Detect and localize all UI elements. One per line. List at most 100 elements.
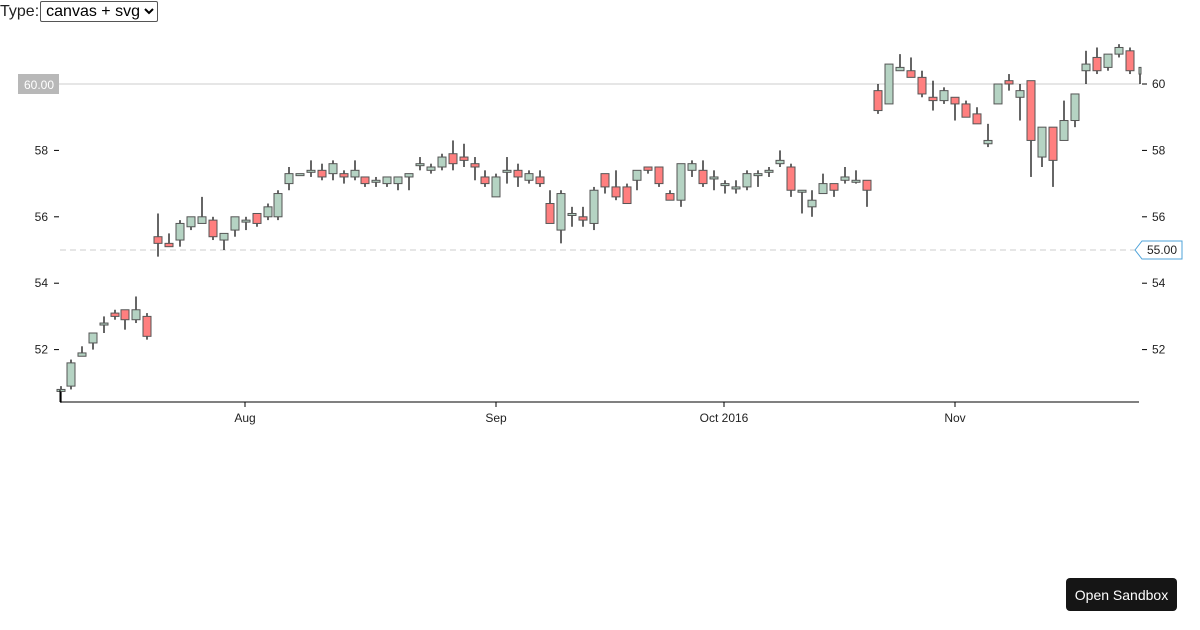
candle <box>142 313 152 340</box>
candle <box>175 220 185 247</box>
candle <box>567 206 577 227</box>
candle <box>306 160 316 177</box>
candle <box>709 170 719 191</box>
candle <box>404 173 414 191</box>
candle <box>961 100 971 118</box>
candle <box>164 233 174 248</box>
y-tick-label: 54 <box>1152 276 1166 290</box>
candle <box>415 157 425 171</box>
y-tick-label: 52 <box>1152 343 1166 357</box>
candle <box>1103 53 1113 71</box>
candle <box>360 176 370 187</box>
svg-text:55.00: 55.00 <box>1147 243 1177 257</box>
candle <box>873 84 883 114</box>
candle <box>470 157 480 181</box>
candle <box>939 87 949 104</box>
candle <box>928 80 938 111</box>
candle <box>731 180 741 194</box>
x-tick-label: Oct 2016 <box>700 411 749 425</box>
candle <box>153 213 163 257</box>
candle <box>1070 93 1080 128</box>
candle <box>241 216 251 231</box>
candle <box>829 183 839 197</box>
x-tick-label: Sep <box>485 411 507 425</box>
candle <box>1004 74 1014 91</box>
candle <box>687 160 697 177</box>
candle <box>77 346 87 357</box>
candle <box>578 206 588 227</box>
candle <box>88 332 98 350</box>
svg-text:60.00: 60.00 <box>24 78 54 92</box>
type-select[interactable]: canvas + svg <box>40 1 159 22</box>
candle <box>382 176 392 187</box>
type-label: Type: <box>0 2 40 20</box>
candle <box>491 173 501 198</box>
candle <box>742 170 752 191</box>
candle <box>197 196 207 224</box>
candle <box>611 170 621 201</box>
candle <box>1114 44 1124 58</box>
open-sandbox-button[interactable]: Open Sandbox <box>1066 578 1177 611</box>
candle <box>1037 126 1047 167</box>
candle <box>698 160 708 187</box>
candle <box>589 186 599 231</box>
candle <box>818 173 828 195</box>
y-tick-label: 60 <box>1152 77 1166 91</box>
candle <box>339 170 349 184</box>
y-tick-label: 58 <box>1152 143 1166 157</box>
candle <box>556 190 566 244</box>
candle <box>56 386 66 403</box>
candle <box>600 173 610 194</box>
candle <box>448 140 458 171</box>
candle <box>66 359 76 390</box>
y-tick-label: 58 <box>35 143 49 157</box>
candle <box>862 179 872 207</box>
candle <box>1015 84 1025 121</box>
candle <box>786 163 796 197</box>
candle <box>252 212 262 227</box>
candle <box>524 170 534 184</box>
candle <box>480 170 490 187</box>
candle <box>393 176 403 191</box>
candle <box>983 123 993 148</box>
candle <box>1026 80 1036 177</box>
right-price-label <box>1134 240 1183 260</box>
price-labels: 60.00 55.00 <box>18 74 1183 260</box>
candle <box>230 216 240 237</box>
x-tick-label: Aug <box>234 411 255 425</box>
candle <box>895 54 905 72</box>
y-axis-left: 52 54 56 58 <box>35 143 59 357</box>
candle <box>1048 126 1058 187</box>
y-tick-label: 56 <box>35 210 49 224</box>
candle <box>654 166 664 187</box>
candle <box>632 169 642 191</box>
type-control: Type: canvas + svg <box>0 1 159 22</box>
candle <box>1081 50 1091 84</box>
x-axis: Aug Sep Oct 2016 Nov <box>59 390 1139 425</box>
candle <box>263 203 273 221</box>
candle <box>131 296 141 324</box>
candle <box>775 150 785 167</box>
candles <box>56 44 1142 403</box>
candle <box>328 160 338 181</box>
candle <box>502 157 512 184</box>
y-axis-right: 52 54 56 58 60 <box>1142 77 1166 357</box>
candle <box>906 57 916 78</box>
candle <box>643 166 653 174</box>
candle <box>437 153 447 171</box>
candle <box>219 232 229 250</box>
left-price-label <box>18 74 59 94</box>
y-tick-label: 56 <box>1152 210 1166 224</box>
candle <box>665 190 675 201</box>
candle <box>99 316 109 333</box>
candle <box>284 167 294 191</box>
candle <box>851 170 861 184</box>
candle <box>208 216 218 241</box>
candle <box>1125 47 1135 75</box>
candle <box>753 170 763 187</box>
candle <box>273 190 283 221</box>
candle <box>720 180 730 194</box>
candle <box>186 216 196 231</box>
candle <box>884 63 894 105</box>
